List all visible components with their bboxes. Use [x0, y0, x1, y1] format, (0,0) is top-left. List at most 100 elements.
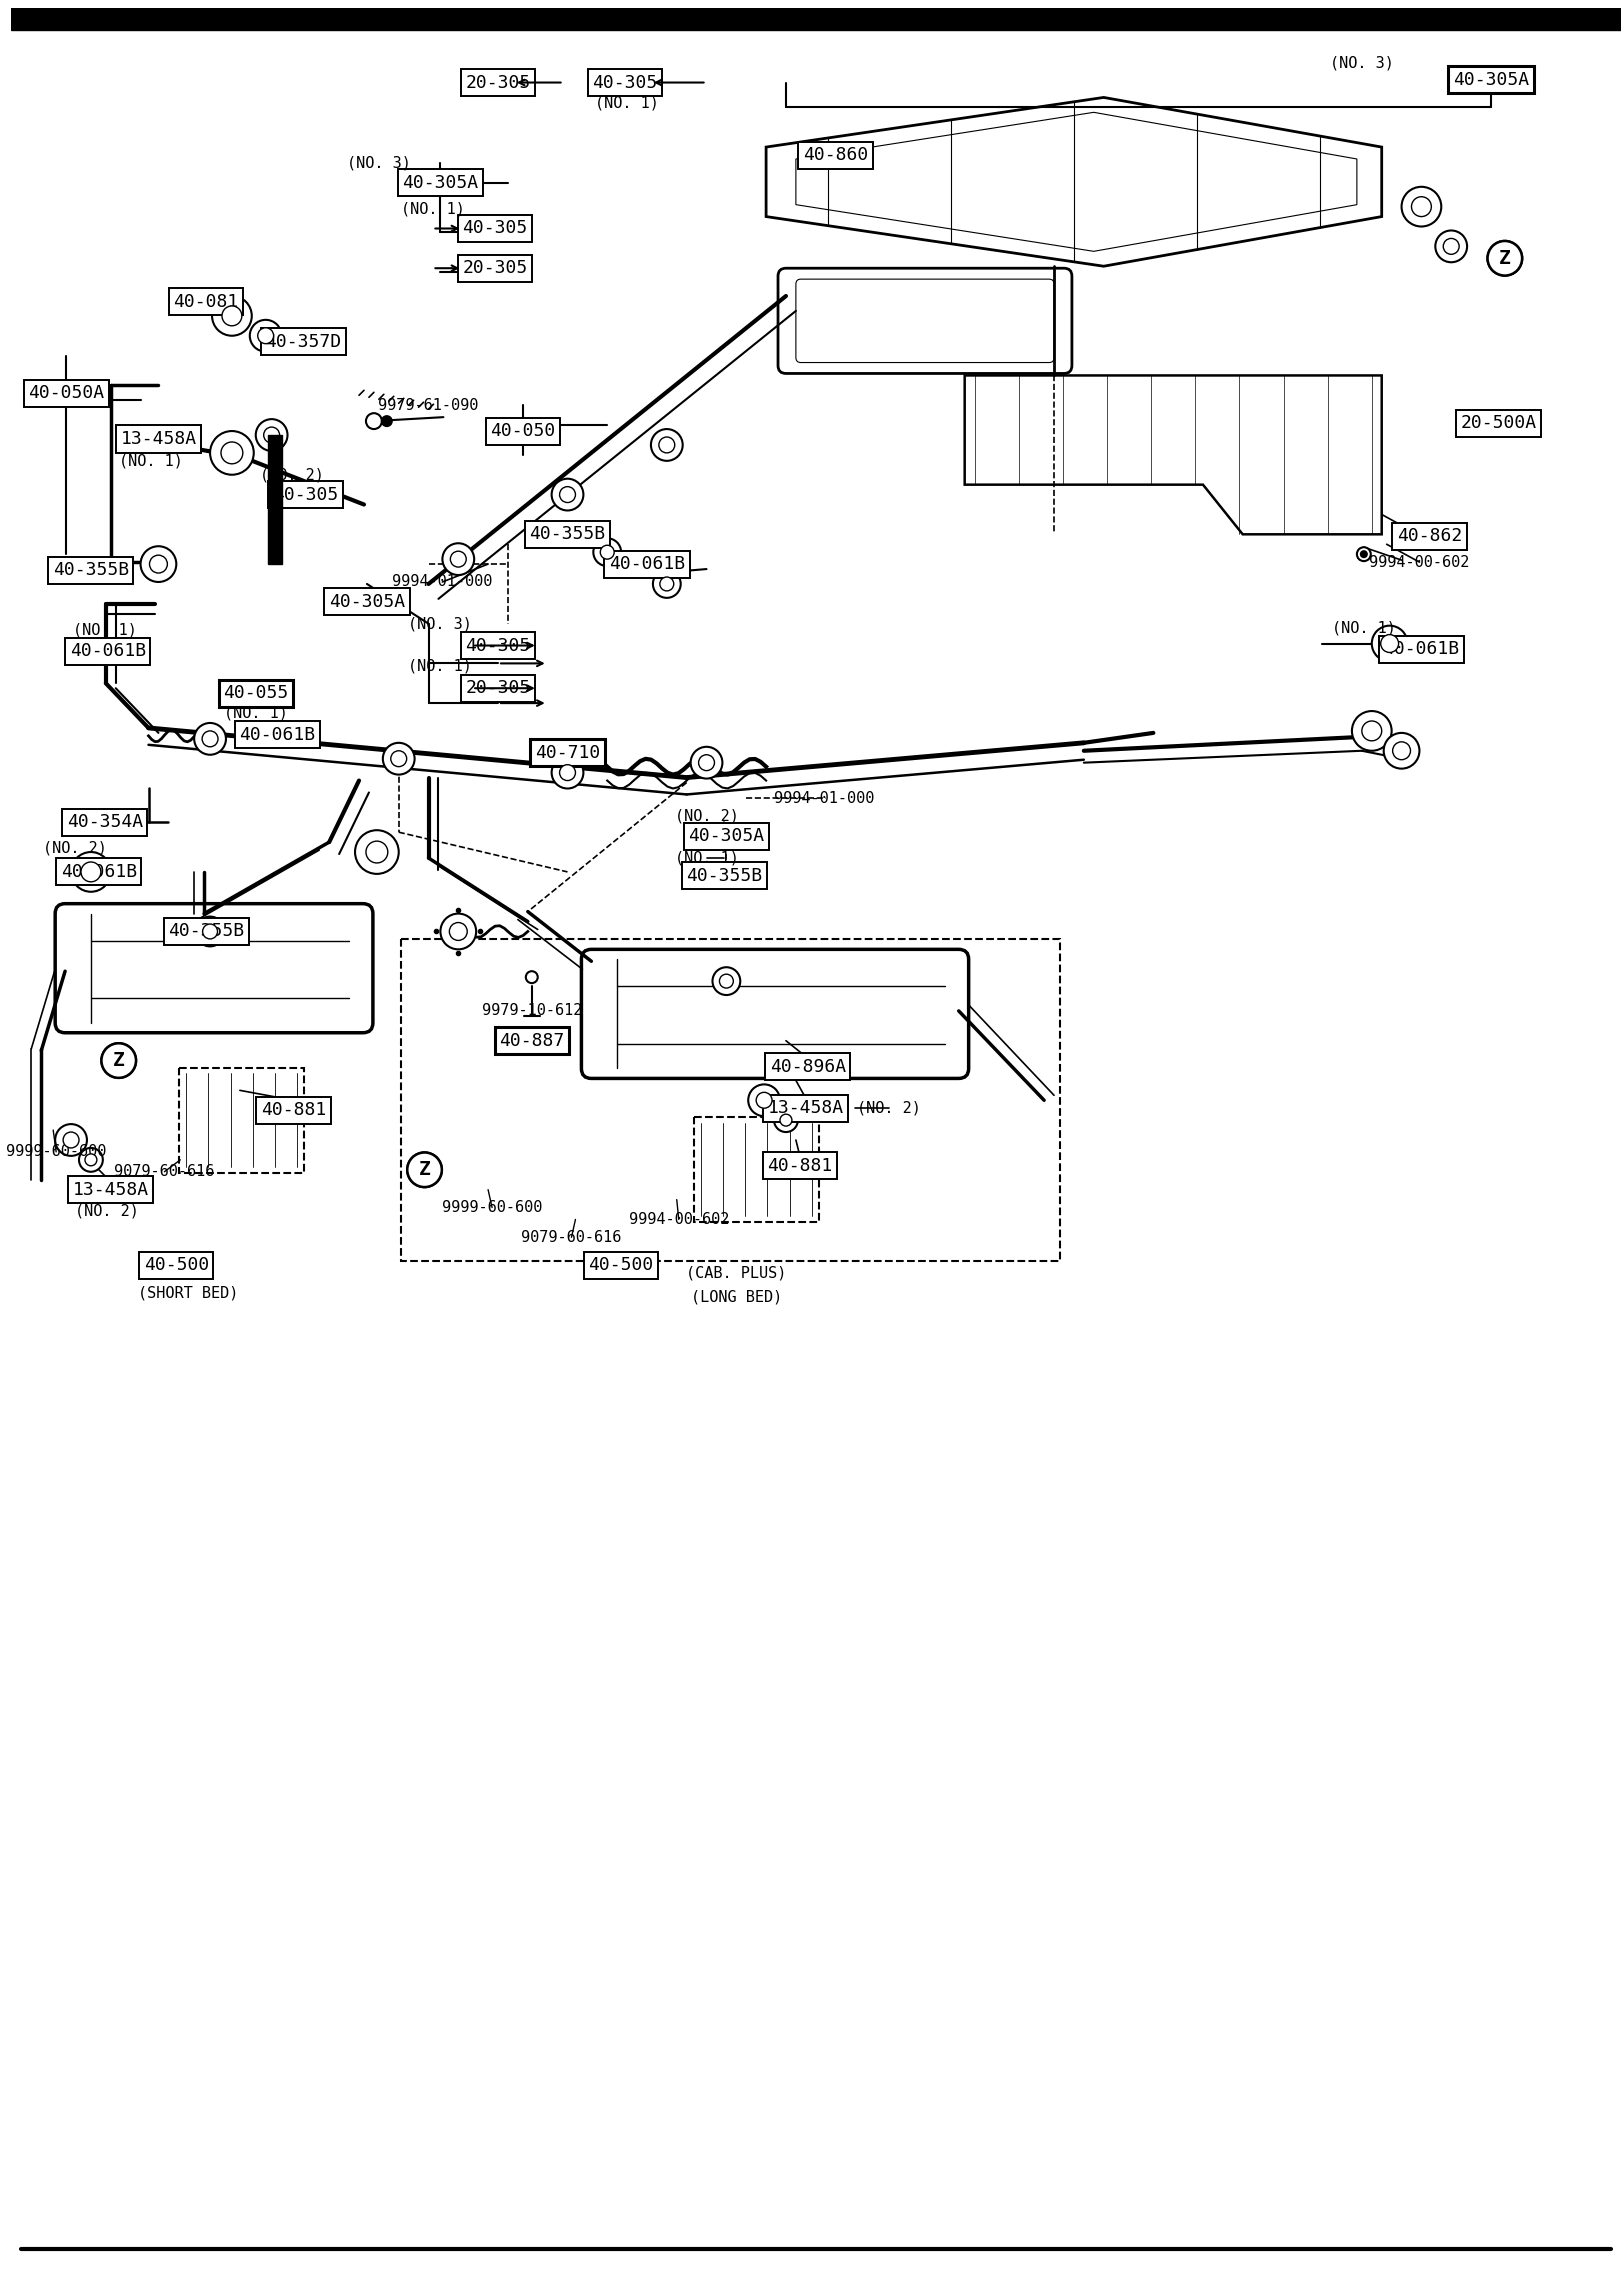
Text: 9999-60-600: 9999-60-600 [443, 1200, 543, 1216]
Bar [11, 9, 1621, 30]
Text: 40-355B: 40-355B [169, 922, 245, 940]
FancyBboxPatch shape [582, 950, 969, 1079]
Text: 40-061B: 40-061B [62, 863, 136, 881]
Text: 40-500: 40-500 [144, 1257, 209, 1275]
Circle shape [220, 442, 243, 465]
Circle shape [383, 742, 415, 774]
Circle shape [699, 754, 715, 770]
Circle shape [84, 1154, 97, 1166]
FancyBboxPatch shape [180, 1068, 305, 1173]
Circle shape [264, 428, 279, 444]
Text: Z: Z [418, 1161, 431, 1179]
Circle shape [559, 487, 575, 503]
Text: 40-305: 40-305 [272, 485, 339, 503]
Circle shape [83, 863, 101, 881]
Text: (NO. 2): (NO. 2) [75, 1205, 139, 1218]
Circle shape [355, 831, 399, 874]
Text: 40-357D: 40-357D [266, 332, 342, 351]
Circle shape [1384, 733, 1420, 770]
FancyBboxPatch shape [55, 904, 373, 1034]
Circle shape [720, 975, 733, 988]
Text: (NO. 2): (NO. 2) [44, 840, 107, 856]
Text: 40-710: 40-710 [535, 745, 600, 763]
Circle shape [1357, 546, 1371, 560]
Text: 40-061B: 40-061B [609, 556, 686, 574]
Text: 40-887: 40-887 [499, 1031, 564, 1050]
Circle shape [1362, 722, 1381, 740]
Circle shape [749, 1084, 780, 1116]
Text: (NO. 1): (NO. 1) [674, 852, 739, 865]
Text: 13-458A: 13-458A [73, 1182, 149, 1198]
Circle shape [780, 1113, 793, 1127]
Circle shape [658, 437, 674, 453]
Text: 40-305: 40-305 [462, 219, 528, 237]
Text: (LONG BED): (LONG BED) [691, 1289, 781, 1305]
Circle shape [1352, 710, 1392, 751]
Circle shape [653, 569, 681, 599]
Text: 20-305: 20-305 [465, 679, 530, 697]
Circle shape [713, 968, 741, 995]
Text: (NO. 1): (NO. 1) [73, 622, 136, 638]
Text: 40-862: 40-862 [1397, 528, 1462, 544]
Circle shape [451, 551, 467, 567]
FancyBboxPatch shape [778, 269, 1071, 373]
Circle shape [222, 305, 242, 326]
Text: 40-305A: 40-305A [402, 173, 478, 191]
Text: (NO. 1): (NO. 1) [118, 453, 183, 469]
Text: 13-458A: 13-458A [120, 430, 196, 449]
Text: 40-050: 40-050 [490, 421, 556, 439]
Bar [267, 435, 282, 565]
Text: 40-354A: 40-354A [66, 813, 143, 831]
Circle shape [79, 1148, 102, 1173]
Text: 40-355B: 40-355B [530, 526, 606, 544]
Circle shape [391, 751, 407, 767]
Circle shape [600, 544, 614, 560]
Circle shape [1381, 635, 1399, 653]
Text: Z: Z [1499, 248, 1511, 269]
Circle shape [256, 419, 287, 451]
Text: 9994-00-602: 9994-00-602 [1370, 556, 1470, 569]
Circle shape [1412, 196, 1431, 216]
Circle shape [71, 852, 110, 893]
Circle shape [1443, 239, 1459, 255]
Text: 9079-60-616: 9079-60-616 [113, 1164, 214, 1179]
Circle shape [55, 1125, 88, 1157]
FancyBboxPatch shape [694, 1118, 819, 1223]
Circle shape [81, 863, 101, 881]
Text: (NO. 1): (NO. 1) [595, 96, 660, 112]
Text: (SHORT BED): (SHORT BED) [138, 1287, 238, 1300]
Text: (NO. 1): (NO. 1) [1332, 619, 1396, 635]
Text: (CAB. PLUS): (CAB. PLUS) [686, 1266, 786, 1280]
FancyBboxPatch shape [400, 940, 1060, 1261]
Text: (NO. 2): (NO. 2) [674, 808, 739, 824]
Circle shape [366, 412, 383, 428]
Text: 40-305: 40-305 [593, 73, 658, 91]
Circle shape [383, 417, 392, 426]
Circle shape [195, 724, 225, 754]
Text: Z: Z [113, 1052, 125, 1070]
Text: 9979-10-612: 9979-10-612 [481, 1004, 582, 1018]
Circle shape [258, 328, 274, 344]
Text: Z: Z [1499, 248, 1511, 269]
Text: 40-881: 40-881 [767, 1157, 833, 1175]
FancyBboxPatch shape [796, 280, 1054, 362]
Text: 9994-00-602: 9994-00-602 [629, 1211, 729, 1227]
Text: 9079-60-616: 9079-60-616 [522, 1230, 622, 1246]
Text: (NO. 2): (NO. 2) [259, 467, 324, 483]
Circle shape [691, 747, 723, 779]
Circle shape [195, 918, 225, 947]
Circle shape [1402, 187, 1441, 225]
Circle shape [441, 913, 477, 950]
Circle shape [551, 756, 584, 788]
Text: (NO. 3): (NO. 3) [408, 617, 472, 631]
Circle shape [250, 319, 282, 351]
Circle shape [1435, 230, 1467, 262]
Circle shape [1362, 551, 1367, 558]
Circle shape [212, 296, 251, 335]
Circle shape [141, 546, 177, 583]
Text: (NO. 3): (NO. 3) [1329, 55, 1394, 71]
Circle shape [660, 576, 674, 592]
Text: 40-305A: 40-305A [1452, 71, 1529, 89]
Text: 9994-01-000: 9994-01-000 [392, 574, 493, 590]
Circle shape [443, 544, 475, 576]
